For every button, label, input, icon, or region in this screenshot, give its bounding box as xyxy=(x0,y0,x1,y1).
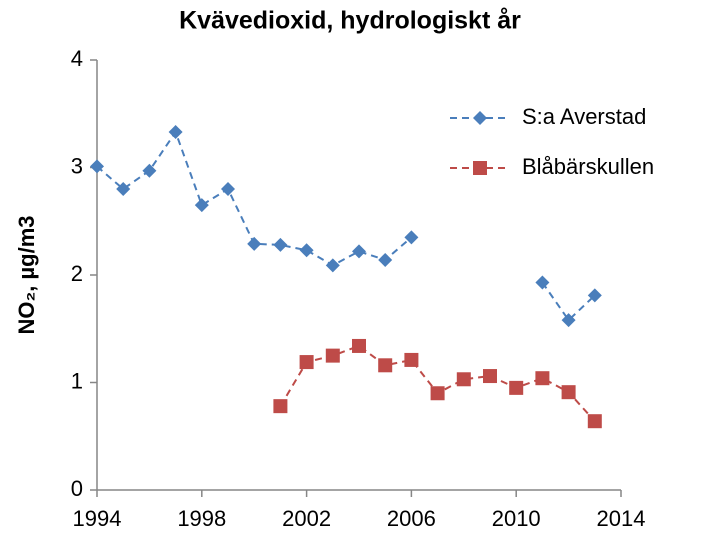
marker xyxy=(561,385,576,400)
marker xyxy=(430,386,445,401)
marker xyxy=(483,369,497,384)
marker xyxy=(404,230,419,245)
marker xyxy=(378,252,393,267)
legend-label: Blåbärskullen xyxy=(522,154,654,179)
marker xyxy=(378,358,393,373)
series-line xyxy=(96,129,596,322)
y-tick-label: 0 xyxy=(71,476,83,501)
x-tick-label: 2014 xyxy=(597,506,646,531)
y-tick-label: 4 xyxy=(71,46,83,71)
marker xyxy=(116,182,131,196)
legend-label: S:a Averstad xyxy=(522,104,646,129)
marker xyxy=(273,399,288,414)
y-tick-label: 3 xyxy=(71,153,83,178)
x-tick-label: 2002 xyxy=(282,506,331,531)
marker xyxy=(587,288,602,303)
x-tick-label: 1998 xyxy=(177,506,226,531)
marker xyxy=(221,182,235,196)
marker xyxy=(456,372,471,387)
legend-marker xyxy=(473,161,487,175)
x-tick-label: 2010 xyxy=(492,506,541,531)
y-tick-label: 1 xyxy=(71,368,83,393)
x-tick-label: 2006 xyxy=(387,506,436,531)
marker xyxy=(247,236,262,251)
marker xyxy=(535,275,550,290)
marker xyxy=(535,371,550,386)
marker xyxy=(273,237,288,252)
x-tick-label: 1994 xyxy=(73,506,122,531)
marker xyxy=(352,244,366,259)
legend-marker xyxy=(473,111,487,125)
marker xyxy=(561,313,576,328)
marker xyxy=(90,159,104,174)
chart-title: Kvävedioxid, hydrologiskt år xyxy=(179,7,521,35)
marker xyxy=(299,355,314,370)
marker xyxy=(325,258,340,273)
y-tick-label: 2 xyxy=(71,261,83,286)
marker xyxy=(194,198,209,213)
marker xyxy=(299,243,314,258)
marker xyxy=(587,414,602,429)
marker xyxy=(142,163,157,178)
marker xyxy=(168,125,183,140)
y-axis-label: NO₂, µg/m3 xyxy=(14,215,39,334)
marker xyxy=(404,352,419,367)
marker xyxy=(325,348,340,363)
marker xyxy=(352,338,366,353)
marker xyxy=(509,380,524,395)
